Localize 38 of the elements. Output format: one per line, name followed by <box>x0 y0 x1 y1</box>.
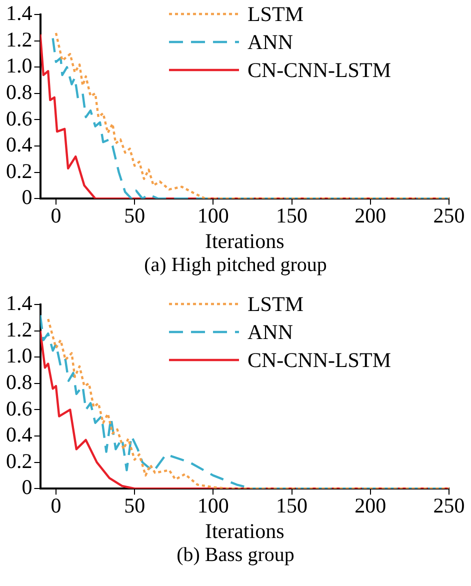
y-tick-label: 0.4 <box>6 422 33 447</box>
y-tick-label: 0 <box>22 475 32 500</box>
y-tick-label: 1.0 <box>6 54 32 78</box>
y-tick-label: 0.4 <box>6 132 33 157</box>
y-tick-label: 0.8 <box>6 80 32 104</box>
legend-label: ANN <box>247 319 293 346</box>
text: (a) High pitched group <box>143 254 328 277</box>
x-axis-title: Iterations <box>204 228 284 253</box>
y-tick-label: 1.0 <box>6 344 32 368</box>
x-tick-label: 150 <box>276 494 308 518</box>
x-tick-label: 200 <box>354 204 386 228</box>
legend-label: CN-CNN-LSTM <box>247 347 391 374</box>
x-tick-label: 0 <box>50 204 62 228</box>
x-tick-label: 150 <box>276 204 308 228</box>
x-tick-label: 200 <box>354 494 386 518</box>
y-tick-label: 1.4 <box>6 291 33 316</box>
legend-label: LSTM <box>247 291 304 318</box>
y-tick-label: 0.8 <box>6 370 32 394</box>
y-tick-label: 1.2 <box>6 317 32 342</box>
legend-label: CN-CNN-LSTM <box>247 57 391 84</box>
y-tick-label: 1.2 <box>6 27 32 52</box>
x-tick-label: 50 <box>124 204 146 228</box>
x-tick-label: 250 <box>433 494 465 518</box>
text: (b) Bass group <box>176 544 296 567</box>
x-tick-label: 250 <box>433 204 465 228</box>
y-tick-label: 0.6 <box>6 396 32 420</box>
x-tick-label: 0 <box>50 494 62 518</box>
x-tick-label: 50 <box>124 494 146 518</box>
y-tick-label: 0.2 <box>6 158 32 183</box>
x-tick-label: 100 <box>197 204 229 228</box>
x-axis-title: Iterations <box>204 518 284 543</box>
legend-label: ANN <box>247 29 293 56</box>
y-tick-label: 0.2 <box>6 448 32 473</box>
x-tick-label: 100 <box>197 494 229 518</box>
y-tick-label: 0 <box>22 185 32 210</box>
y-tick-label: 0.6 <box>6 106 32 130</box>
y-tick-label: 1.4 <box>6 1 33 26</box>
legend-label: LSTM <box>247 1 304 28</box>
